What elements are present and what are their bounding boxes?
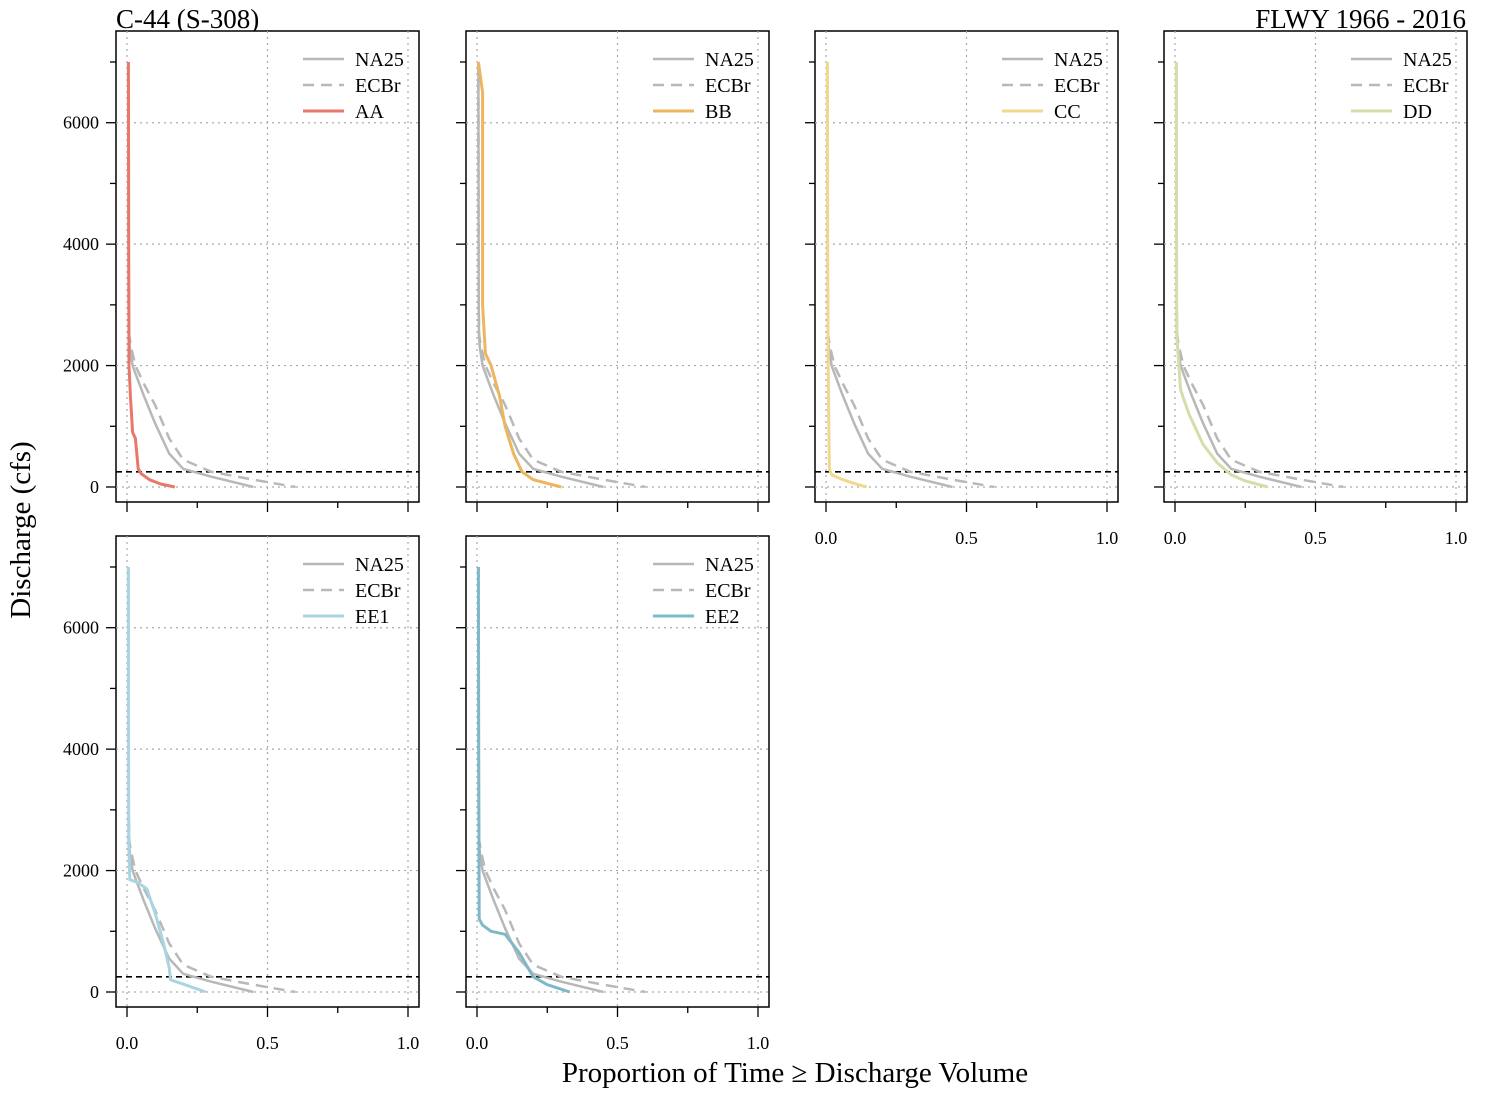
legend: NA25 ECBr AA <box>303 49 404 123</box>
y-tick-label: 0 <box>90 982 99 1002</box>
y-tick-label: 4000 <box>63 739 99 759</box>
legend-label: ECBr <box>355 75 401 97</box>
panel-aa: 0 2000 4000 6000 NA25 ECBr AA <box>63 30 420 512</box>
legend-label: ECBr <box>355 580 401 602</box>
legend: NA25 ECBr DD <box>1351 49 1452 123</box>
y-tick-label: 2000 <box>63 356 99 376</box>
series-line-na25 <box>477 61 604 489</box>
legend-label: NA25 <box>705 49 754 71</box>
y-tick-label: 4000 <box>63 234 99 254</box>
x-tick-label: 0.5 <box>606 1033 629 1053</box>
x-axis-label: Proportion of Time ≥ Discharge Volume <box>562 1057 1028 1089</box>
series-line-aa <box>126 61 176 489</box>
legend: NA25 ECBr EE1 <box>303 554 404 628</box>
legend-label: EE1 <box>355 606 389 628</box>
legend-label: DD <box>1403 101 1432 123</box>
legend-label: ECBr <box>705 75 751 97</box>
panel-ee1: 0 2000 4000 6000 0.0 0.5 1.0 NA25 ECBr EE1 <box>63 535 420 1053</box>
series-line-bb <box>476 61 562 489</box>
x-tick-label: 1.0 <box>747 1033 770 1053</box>
legend-label: CC <box>1054 101 1081 123</box>
y-tick-label: 6000 <box>63 113 99 133</box>
legend-label: NA25 <box>355 554 404 576</box>
series-line-ee1 <box>126 566 207 994</box>
panel-ee2: 0.0 0.5 1.0 NA25 ECBr EE2 <box>456 535 770 1053</box>
legend-label: NA25 <box>705 554 754 576</box>
x-tick-label: 0.5 <box>955 528 978 548</box>
title-right: FLWY 1966 - 2016 <box>1255 4 1466 34</box>
legend-label: NA25 <box>1403 49 1452 71</box>
legend-label: ECBr <box>705 580 751 602</box>
x-tick-label: 0.0 <box>116 1033 139 1053</box>
x-tick-label: 1.0 <box>397 1033 420 1053</box>
x-tick-label: 1.0 <box>1445 528 1468 548</box>
legend-label: EE2 <box>705 606 739 628</box>
x-tick-label: 0.5 <box>256 1033 279 1053</box>
series-line-dd <box>1174 61 1269 489</box>
y-axis-label: Discharge (cfs) <box>5 441 37 618</box>
series-line-cc <box>825 61 868 489</box>
x-tick-label: 0.0 <box>466 1033 489 1053</box>
x-tick-label: 0.5 <box>1304 528 1327 548</box>
y-tick-label: 6000 <box>63 618 99 638</box>
legend: NA25 ECBr BB <box>653 49 754 123</box>
panel-cc: 0.0 0.5 1.0 NA25 ECBr CC <box>805 30 1119 548</box>
legend-label: BB <box>705 101 732 123</box>
x-tick-label: 1.0 <box>1096 528 1119 548</box>
series-line-ee2 <box>476 566 571 994</box>
legend: NA25 ECBr EE2 <box>653 554 754 628</box>
x-tick-label: 0.0 <box>1164 528 1187 548</box>
panel-bb: NA25 ECBr BB <box>456 30 770 512</box>
legend-label: NA25 <box>355 49 404 71</box>
title-left: C-44 (S-308) <box>116 4 259 34</box>
panels: 0 2000 4000 6000 NA25 ECBr AA NA25 ECBr BB 0.0 0.5 1… <box>63 30 1468 1053</box>
legend-label: AA <box>355 101 384 123</box>
legend-label: ECBr <box>1403 75 1449 97</box>
legend-label: NA25 <box>1054 49 1103 71</box>
y-tick-label: 2000 <box>63 861 99 881</box>
legend: NA25 ECBr CC <box>1002 49 1103 123</box>
panel-dd: 0.0 0.5 1.0 NA25 ECBr DD <box>1154 30 1468 548</box>
y-tick-label: 0 <box>90 477 99 497</box>
x-tick-label: 0.0 <box>815 528 838 548</box>
legend-label: ECBr <box>1054 75 1100 97</box>
